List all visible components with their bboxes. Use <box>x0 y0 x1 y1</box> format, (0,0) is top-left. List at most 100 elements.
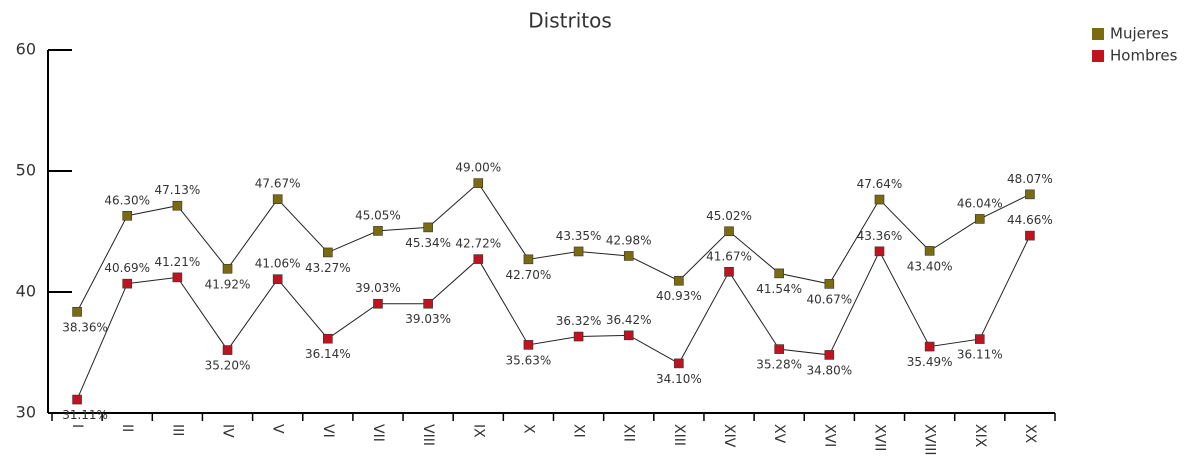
value-label: 41.54% <box>756 282 802 296</box>
value-label: 36.42% <box>606 313 652 327</box>
point <box>924 341 935 352</box>
x-tick-label: XIX <box>972 424 988 448</box>
x-tick-label: XV <box>771 424 787 444</box>
point <box>674 275 684 286</box>
point <box>122 278 133 289</box>
point <box>573 331 584 342</box>
point <box>774 268 784 279</box>
point <box>72 394 82 405</box>
point <box>523 340 534 350</box>
point <box>674 358 684 369</box>
point <box>774 344 784 354</box>
point <box>824 279 835 289</box>
point <box>373 298 383 309</box>
value-label: 36.11% <box>957 348 1003 362</box>
point <box>623 330 634 341</box>
value-label: 46.30% <box>104 193 150 207</box>
point <box>72 307 82 317</box>
x-tick-label: XVIII <box>922 424 938 456</box>
x-tick-label: VII <box>370 424 386 442</box>
value-label: 42.72% <box>455 237 501 251</box>
point <box>272 194 283 204</box>
x-tick-label: IV <box>220 424 236 438</box>
legend-label: Mujeres <box>1110 25 1169 43</box>
x-tick-label: XIV <box>721 424 737 448</box>
point <box>122 210 133 221</box>
value-label: 43.36% <box>857 229 903 243</box>
value-label: 38.36% <box>62 320 108 334</box>
x-tick-label: IX <box>470 424 486 438</box>
value-label: 41.92% <box>205 277 251 291</box>
value-label: 45.05% <box>355 208 401 222</box>
point <box>172 200 183 211</box>
point <box>874 246 885 257</box>
point <box>423 298 433 309</box>
value-label: 35.20% <box>205 359 251 373</box>
value-label: 49.00% <box>455 161 501 175</box>
value-label: 46.04% <box>957 196 1003 210</box>
x-tick-label: X <box>520 424 536 434</box>
y-tick-label: 60 <box>16 40 36 59</box>
x-tick-label: XIII <box>671 424 687 446</box>
point <box>974 334 985 344</box>
legend-swatch <box>1092 50 1104 62</box>
value-label: 39.03% <box>405 312 451 326</box>
value-label: 34.80% <box>806 363 852 377</box>
value-label: 41.67% <box>706 249 752 263</box>
value-label: 45.02% <box>706 209 752 223</box>
value-label: 40.67% <box>806 292 852 306</box>
y-tick-label: 50 <box>16 161 36 180</box>
x-tick-label: II <box>119 424 135 432</box>
value-label: 47.13% <box>154 183 200 197</box>
x-tick-label: V <box>270 424 286 434</box>
chart-title: Distritos <box>528 9 612 33</box>
value-label: 42.98% <box>606 233 652 247</box>
value-label: 45.34% <box>405 236 451 250</box>
value-label: 47.64% <box>857 177 903 191</box>
point <box>874 194 885 205</box>
point <box>523 254 534 265</box>
value-label: 44.66% <box>1007 213 1053 227</box>
point <box>924 246 935 256</box>
value-label: 42.70% <box>506 268 552 282</box>
value-label: 36.32% <box>556 314 602 328</box>
value-label: 40.93% <box>656 289 702 303</box>
value-label: 41.21% <box>154 255 200 269</box>
point <box>323 247 333 258</box>
point <box>172 272 183 283</box>
value-label: 43.27% <box>305 261 351 275</box>
value-label: 36.14% <box>305 347 351 361</box>
point <box>724 226 734 237</box>
series-line <box>76 182 1031 313</box>
value-label: 35.28% <box>756 358 802 372</box>
point <box>323 333 333 344</box>
point <box>423 222 433 233</box>
value-label: 34.10% <box>656 372 702 386</box>
x-tick-label: XVI <box>821 424 837 447</box>
value-label: 48.07% <box>1007 172 1053 186</box>
point <box>1025 230 1035 241</box>
value-label: 41.06% <box>255 257 301 271</box>
point <box>974 214 985 224</box>
value-label: 43.40% <box>907 259 953 273</box>
legend-swatch <box>1092 28 1104 40</box>
x-tick-label: XX <box>1022 424 1038 444</box>
x-tick-label: VI <box>320 424 336 438</box>
point <box>724 266 734 277</box>
point <box>573 246 584 257</box>
value-label: 43.35% <box>556 229 602 243</box>
point <box>222 345 233 355</box>
x-tick-label: XVII <box>871 424 887 451</box>
x-tick-label: I <box>69 424 85 428</box>
series-line <box>76 235 1031 400</box>
y-tick-label: 40 <box>16 282 36 301</box>
value-label: 35.49% <box>907 355 953 369</box>
value-label: 35.63% <box>506 353 552 367</box>
point <box>473 254 484 264</box>
point <box>373 226 383 236</box>
x-tick-label: XII <box>621 424 637 442</box>
point <box>473 178 484 188</box>
y-tick-label: 30 <box>16 403 36 422</box>
value-label: 40.69% <box>104 261 150 275</box>
